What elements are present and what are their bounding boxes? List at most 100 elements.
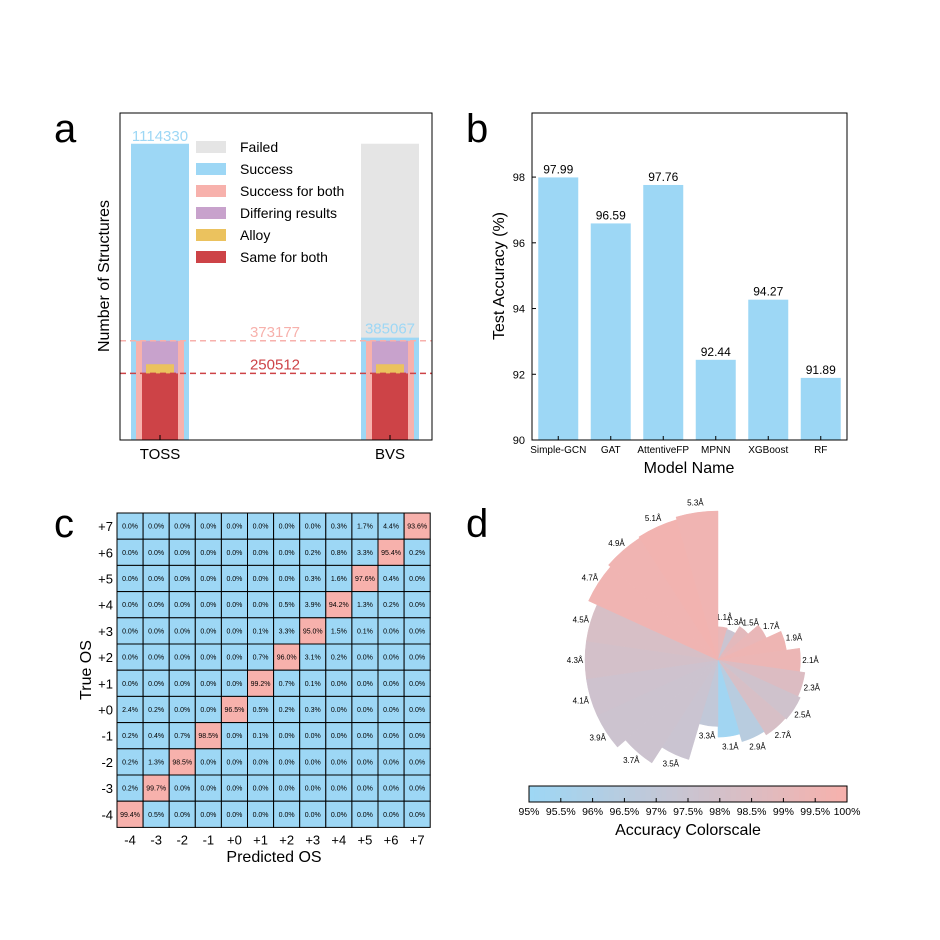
colorbar-tick-label-9: 99.5% (800, 806, 830, 818)
heatmap-cell (168, 748, 196, 776)
heatmap-cell-label: 99.4% (120, 812, 140, 819)
bar-AttentiveFP (643, 184, 684, 440)
heatmap-cell-label: 0.4% (383, 576, 399, 583)
heatmap-cell-label: 0.0% (383, 707, 399, 714)
heatmap-cell-label: 0.0% (174, 707, 190, 714)
colorbar-segment (677, 786, 684, 802)
heatmap-cell (247, 617, 275, 645)
heatmap-cell-label: 0.0% (122, 524, 138, 531)
heatmap-cell-label: 0.0% (253, 602, 269, 609)
bar-value-label-4: 94.27 (753, 285, 783, 299)
heatmap-cell-label: 0.5% (279, 602, 295, 609)
annotation-bvs-total: 385067 (365, 321, 415, 338)
heatmap-cell (194, 722, 222, 750)
legend-swatch-5 (196, 251, 226, 263)
heatmap-cell-label: 0.0% (148, 550, 164, 557)
colorbar-segment (576, 786, 583, 802)
heatmap-cell-label: 0.8% (331, 550, 347, 557)
heatmap-cell-label: 0.0% (409, 812, 425, 819)
colorbar-segment (550, 786, 557, 802)
legend-label-0: Failed (240, 139, 278, 155)
heatmap-cell (247, 669, 275, 697)
heatmap-cell-label: 0.0% (174, 681, 190, 688)
heatmap-cell-label: 0.0% (357, 812, 373, 819)
heatmap-cell (142, 774, 170, 802)
heatmap-cell-label: 0.0% (122, 681, 138, 688)
slice-label-0: 1.1Å (716, 613, 733, 622)
colorbar-tick-label-7: 98.5% (737, 806, 767, 818)
heatmap-cell (220, 800, 248, 828)
heatmap-cell (273, 669, 301, 697)
xtick-label-10: +6 (384, 832, 399, 847)
slice-label-20: 5.1Å (645, 514, 662, 523)
xtick-label-3: -1 (203, 832, 215, 847)
heatmap-cell-label: 0.0% (174, 550, 190, 557)
ytick-label-2: +5 (98, 572, 113, 587)
colorbar-segment (619, 786, 625, 802)
heatmap-cell-label: 3.9% (305, 602, 321, 609)
heatmap-cell-label: 4.4% (383, 524, 399, 531)
heatmap-cell (194, 748, 222, 776)
pie-slice-10 (717, 659, 741, 738)
slice-label-7: 2.5Å (794, 710, 811, 719)
panel-a-stacked-bar-chart: TOSS BVS 373177 250512 1114330 385067 Number o… (96, 112, 433, 463)
heatmap-cell-label: 0.2% (305, 550, 321, 557)
heatmap-cell-label: 0.0% (409, 786, 425, 793)
colorbar-segment (703, 786, 710, 802)
heatmap-cell-label: 0.0% (226, 812, 242, 819)
colorbar-segment (746, 786, 753, 802)
colorbar-tick-label-1: 95.5% (546, 806, 576, 818)
heatmap-cell-label: 0.0% (253, 524, 269, 531)
bar-Simple-GCN (538, 177, 579, 441)
colorbar-segment (836, 786, 843, 802)
heatmap-cell-label: 0.0% (409, 576, 425, 583)
slice-label-1: 1.3Å (727, 618, 744, 627)
legend-swatch-3 (196, 207, 226, 219)
heatmap-cell-label: 0.0% (226, 681, 242, 688)
heatmap-cell (168, 695, 196, 724)
heatmap-cell-label: 0.0% (409, 602, 425, 609)
heatmap-cell-label: 0.1% (357, 628, 373, 635)
colorbar-tick-label-4: 97% (646, 806, 667, 818)
heatmap-cell-label: 0.0% (357, 786, 373, 793)
xtick-label-TOSS: TOSS (140, 446, 181, 463)
slice-label-5: 2.1Å (802, 656, 819, 665)
colorbar-tick-label-3: 96.5% (610, 806, 640, 818)
heatmap-cell (142, 564, 170, 593)
colorbar-tick-label-5: 97.5% (673, 806, 703, 818)
heatmap-cell (299, 564, 327, 593)
heatmap-cell (168, 617, 196, 645)
colorbar-segment (587, 786, 594, 802)
heatmap-cell-label: 0.2% (409, 550, 425, 557)
pie-slice-9 (717, 659, 765, 742)
heatmap-cell-label: 0.7% (174, 733, 190, 740)
colorbar-segment (682, 786, 689, 802)
colorbar-segment (735, 786, 742, 802)
colorbar-segment (544, 786, 551, 802)
legend-label-1: Success (240, 161, 293, 177)
heatmap-cell (142, 512, 170, 540)
colorbar-segment (741, 786, 747, 802)
bar-value-label-2: 97.76 (648, 170, 678, 184)
colorbar-segment (698, 786, 705, 802)
heatmap-cell-label: 99.7% (146, 786, 166, 793)
ytick-label-9: -2 (101, 755, 113, 770)
heatmap-cell (168, 564, 196, 593)
heatmap-cell-label: 0.0% (331, 707, 347, 714)
heatmap-cell-label: 0.0% (148, 681, 164, 688)
heatmap-cell-label: 0.0% (383, 812, 399, 819)
heatmap-cell-label: 98.5% (172, 759, 192, 766)
colorbar-segment (772, 786, 779, 802)
ytick-label-11: -4 (101, 807, 113, 822)
heatmap-cell-label: 0.0% (226, 524, 242, 531)
colorbar-segment (582, 786, 588, 802)
colorbar-segment (841, 786, 848, 802)
heatmap-cell-label: 0.0% (148, 576, 164, 583)
heatmap-cell (377, 800, 405, 828)
heatmap-cell-label: 0.0% (357, 707, 373, 714)
heatmap-cell-label: 0.2% (122, 786, 138, 793)
heatmap-cell (299, 643, 327, 671)
heatmap-cell-label: 0.0% (226, 786, 242, 793)
heatmap-cell (351, 617, 379, 645)
colorbar-tick-label-10: 100% (834, 806, 861, 818)
